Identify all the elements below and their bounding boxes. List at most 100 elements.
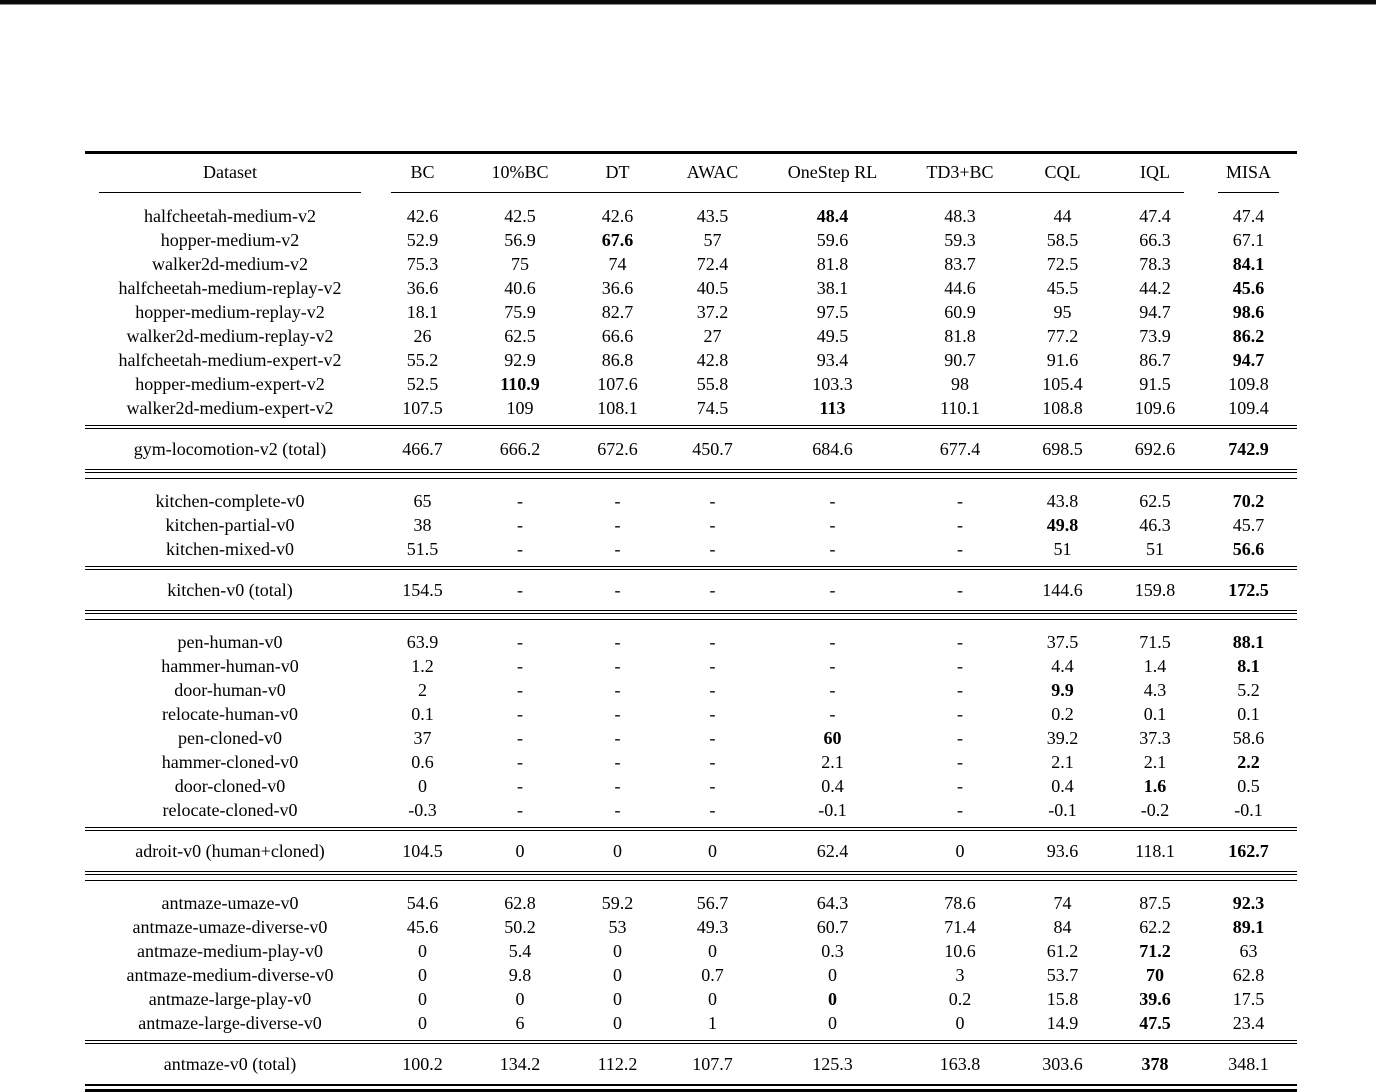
score-cell: 81.8 [816, 254, 849, 274]
score-cell: 74 [608, 254, 627, 274]
score-cell: 75 [511, 254, 529, 274]
score-cell: 103.3 [812, 374, 853, 394]
score-cell: 108.8 [1042, 398, 1083, 418]
score-cell: 53 [608, 917, 627, 937]
score-cell: 109.4 [1228, 398, 1269, 418]
dataset-name: kitchen-complete-v0 [155, 491, 305, 511]
score-cell: 42.5 [504, 206, 536, 226]
score-cell: 59.3 [944, 230, 976, 250]
score-cell: 109.8 [1228, 374, 1269, 394]
rule-above-total [85, 561, 1297, 570]
score-cell: - [517, 776, 523, 796]
score-cell: 0.1 [1143, 704, 1167, 724]
dataset-row: walker2d-medium-v2 75.3 75 74 72.4 81.8 83.7 72… [85, 252, 1297, 276]
score-cell: 48.3 [944, 206, 976, 226]
score-cell: 60 [823, 728, 842, 748]
score-cell: 10.6 [944, 941, 976, 961]
header-midrules [85, 191, 1297, 194]
score-cell: 86.2 [1232, 326, 1265, 346]
score-cell: 56.9 [504, 230, 536, 250]
score-cell: -0.2 [1140, 800, 1170, 820]
score-cell: 78.6 [944, 893, 976, 913]
score-cell: - [614, 632, 621, 652]
rule-below-total [85, 610, 1297, 620]
score-cell: 154.5 [402, 580, 443, 600]
score-cell: 39.6 [1139, 989, 1171, 1009]
score-cell: 0 [418, 965, 427, 985]
score-cell: 5.2 [1237, 680, 1260, 700]
total-row: antmaze-v0 (total) 100.2 134.2 112.2 107.7 12… [85, 1044, 1297, 1084]
score-cell: - [614, 580, 621, 600]
rule-below-total [85, 469, 1297, 479]
score-cell: 378 [1141, 1054, 1169, 1074]
score-cell: 62.5 [504, 326, 536, 346]
score-cell: 110.9 [500, 374, 540, 394]
section-spacer [85, 881, 1297, 891]
score-cell: - [709, 800, 716, 820]
score-cell: 8.1 [1237, 656, 1260, 676]
score-cell: 0 [955, 1013, 965, 1033]
dataset-name: relocate-cloned-v0 [162, 800, 298, 820]
dataset-name: halfcheetah-medium-v2 [144, 206, 316, 226]
score-cell: 66.6 [601, 326, 634, 346]
score-cell: 125.3 [812, 1054, 853, 1074]
score-cell: 63.9 [406, 632, 439, 652]
score-cell: 666.2 [499, 439, 541, 459]
score-cell: 36.6 [601, 278, 634, 298]
score-cell: 75.3 [406, 254, 439, 274]
score-cell: - [709, 580, 716, 600]
dataset-row: hopper-medium-replay-v2 18.1 75.9 82.7 37.2 9… [85, 300, 1297, 324]
column-header-iql: IQL [1140, 162, 1170, 182]
score-cell: - [957, 632, 963, 652]
score-cell: - [709, 776, 716, 796]
score-cell: 0 [418, 776, 427, 796]
score-cell: 70 [1146, 965, 1164, 985]
score-cell: 172.5 [1228, 580, 1269, 600]
score-cell: 47.4 [1232, 206, 1265, 226]
score-cell: 38 [413, 515, 432, 535]
dataset-row: kitchen-partial-v0 38 - - - - - 49.8 46.3 45.7 [85, 513, 1297, 537]
score-cell: - [709, 680, 716, 700]
score-cell: 65 [413, 491, 432, 511]
page-top-rule [0, 0, 1376, 5]
score-cell: 95 [1053, 302, 1072, 322]
score-cell: 56.6 [1232, 539, 1265, 559]
score-cell: 46.3 [1139, 515, 1171, 535]
score-cell: 64.3 [816, 893, 849, 913]
score-cell: 6 [515, 1013, 525, 1033]
score-cell: 45.5 [1046, 278, 1079, 298]
dataset-name: antmaze-large-play-v0 [148, 989, 312, 1009]
score-cell: 17.5 [1232, 989, 1265, 1009]
dataset-name: walker2d-medium-v2 [152, 254, 308, 274]
score-cell: 74.5 [696, 398, 729, 418]
score-cell: 53.7 [1046, 965, 1079, 985]
score-cell: - [614, 491, 621, 511]
score-cell: 89.1 [1232, 917, 1265, 937]
dataset-row: halfcheetah-medium-expert-v2 55.2 92.9 86.8… [85, 348, 1297, 372]
dataset-name: pen-cloned-v0 [178, 728, 282, 748]
score-cell: - [957, 539, 963, 559]
dataset-row: antmaze-medium-play-v0 0 5.4 0 0 0.3 10.6 61.2 7… [85, 939, 1297, 963]
score-cell: 44.2 [1139, 278, 1171, 298]
dataset-name: kitchen-partial-v0 [165, 515, 295, 535]
score-cell: 104.5 [402, 841, 443, 861]
score-cell: 47.4 [1139, 206, 1171, 226]
score-cell: - [517, 491, 523, 511]
score-cell: 36.6 [406, 278, 439, 298]
score-cell: 162.7 [1228, 841, 1269, 861]
score-cell: - [957, 800, 963, 820]
score-cell: 0 [613, 965, 622, 985]
score-cell: 62.8 [1232, 965, 1265, 985]
dataset-name: antmaze-umaze-v0 [161, 893, 299, 913]
dataset-row: antmaze-umaze-diverse-v0 45.6 50.2 53 49.3 60… [85, 915, 1297, 939]
score-cell: 59.2 [601, 893, 634, 913]
score-cell: 71.4 [944, 917, 976, 937]
dataset-name: antmaze-medium-play-v0 [137, 941, 323, 961]
score-cell: - [614, 656, 621, 676]
table-header: Dataset BC 10%BC DT AWAC OneStep RL TD3+BC CQL I… [85, 153, 1297, 195]
score-cell: - [829, 656, 836, 676]
score-cell: -0.1 [1234, 800, 1263, 820]
score-cell: 37.3 [1139, 728, 1171, 748]
rule-below-total [85, 871, 1297, 881]
score-cell: - [517, 539, 523, 559]
